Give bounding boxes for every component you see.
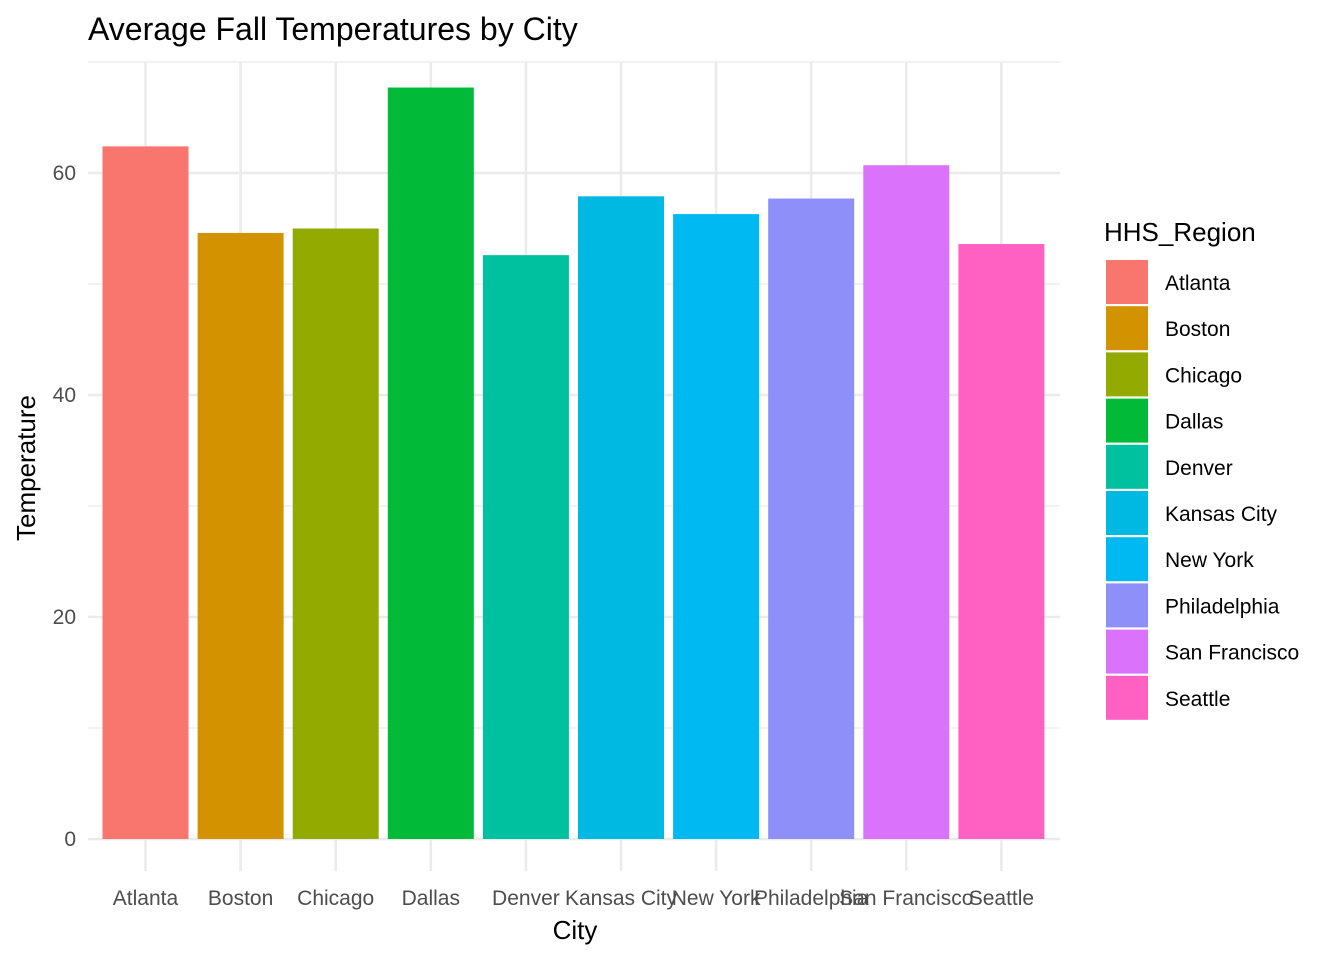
x-tick-label: Boston xyxy=(208,887,273,910)
legend-key xyxy=(1106,260,1148,304)
legend-label: Atlanta xyxy=(1165,272,1231,295)
y-axis-ticks: 0 20 40 60 xyxy=(53,162,76,851)
legend-key xyxy=(1106,352,1148,397)
legend-title: HHS_Region xyxy=(1104,217,1256,247)
y-tick-label: 60 xyxy=(53,162,76,185)
x-axis-title: City xyxy=(553,915,598,945)
legend-label: Boston xyxy=(1165,318,1230,341)
x-tick-label: San Francisco xyxy=(839,887,973,910)
legend-key xyxy=(1106,306,1148,351)
bar-philadelphia xyxy=(768,198,855,839)
bar-denver xyxy=(482,255,569,839)
bar-new-york xyxy=(673,214,760,839)
x-tick-label: New York xyxy=(672,887,761,910)
bar-kansas-city xyxy=(578,196,664,839)
x-tick-label: Denver xyxy=(492,887,560,910)
x-tick-label: Atlanta xyxy=(113,887,179,910)
legend-label: Chicago xyxy=(1165,364,1242,387)
x-tick-label: Kansas City xyxy=(565,887,678,910)
legend-label: Kansas City xyxy=(1165,503,1278,526)
x-tick-label: Dallas xyxy=(402,887,460,910)
legend-label: San Francisco xyxy=(1165,642,1299,665)
y-tick-label: 40 xyxy=(53,384,76,407)
bar-chicago xyxy=(292,228,379,839)
legend: HHS_Region Atlanta Boston Chicago Dallas Den… xyxy=(1104,217,1299,720)
legend-key xyxy=(1106,675,1148,720)
bars xyxy=(102,87,1045,840)
x-tick-label: Chicago xyxy=(297,887,374,910)
legend-label: Denver xyxy=(1165,457,1233,480)
legend-key xyxy=(1106,491,1148,535)
bar-san-francisco xyxy=(863,165,950,840)
legend-key xyxy=(1106,583,1148,628)
bar-dallas xyxy=(387,87,474,839)
legend-label: Seattle xyxy=(1165,688,1230,711)
legend-key xyxy=(1106,629,1148,674)
legend-label: Dallas xyxy=(1165,411,1223,434)
legend-key xyxy=(1106,444,1148,489)
x-tick-label: Seattle xyxy=(969,887,1034,910)
y-tick-label: 0 xyxy=(64,828,76,851)
legend-key xyxy=(1106,537,1148,582)
chart-title: Average Fall Temperatures by City xyxy=(88,11,578,47)
legend-label: Philadelphia xyxy=(1165,595,1280,618)
y-axis-title: Temperature xyxy=(11,395,41,541)
legend-key xyxy=(1106,398,1148,443)
legend-label: New York xyxy=(1165,549,1254,572)
x-tick-label: Philadelphia xyxy=(754,887,869,910)
bar-seattle xyxy=(958,244,1045,840)
bar-atlanta xyxy=(102,146,189,840)
bar-boston xyxy=(197,232,284,839)
y-tick-label: 20 xyxy=(53,606,76,629)
x-axis-ticks: Atlanta Boston Chicago Dallas Denver Kansas C… xyxy=(113,887,1034,910)
